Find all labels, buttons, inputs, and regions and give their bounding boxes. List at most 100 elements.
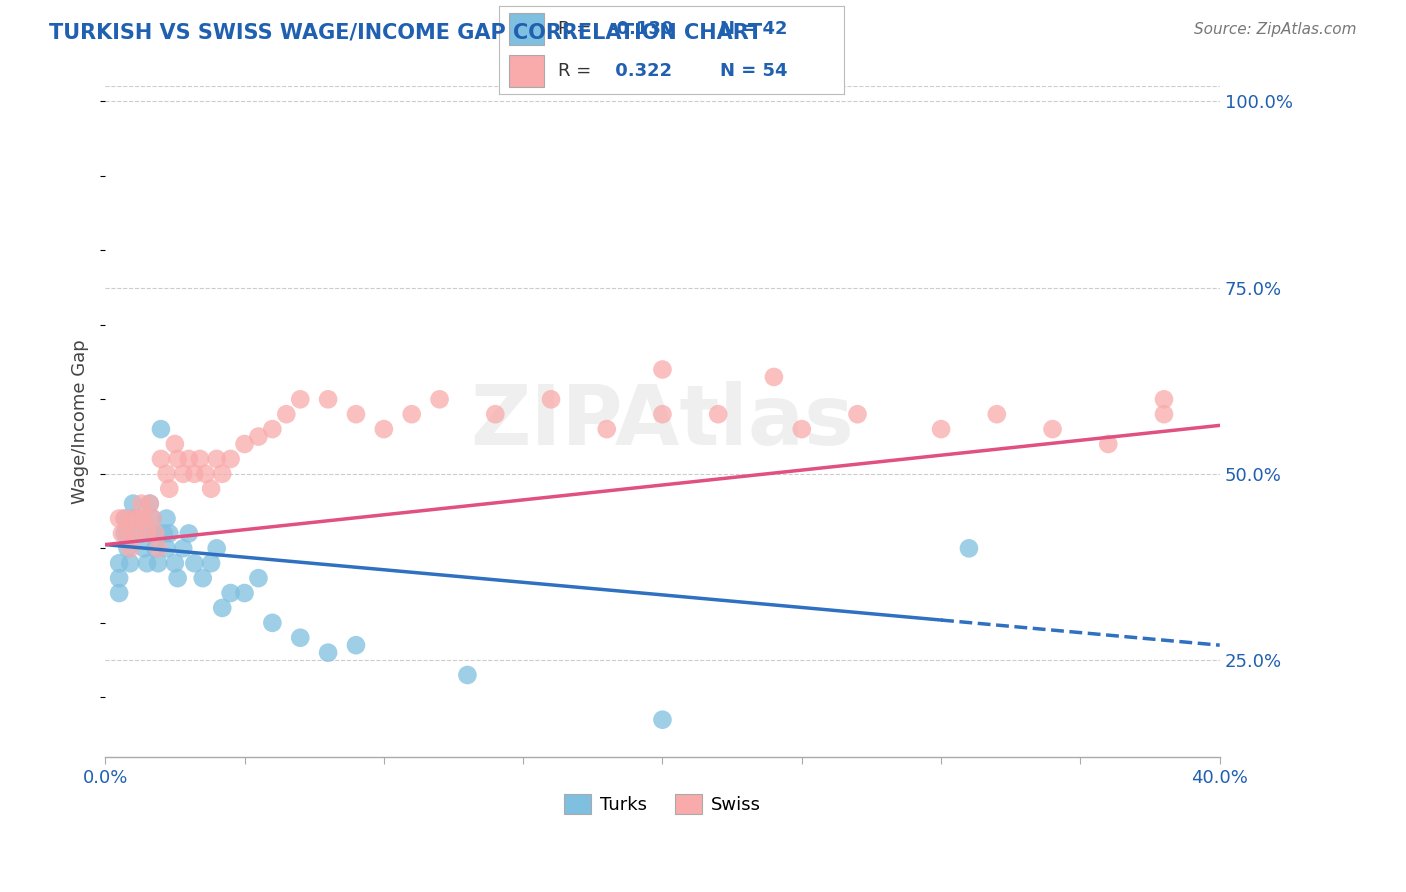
Point xyxy=(233,437,256,451)
Point xyxy=(929,422,952,436)
Legend: Turks, Swiss: Turks, Swiss xyxy=(557,787,768,822)
Point xyxy=(540,392,562,407)
Point xyxy=(108,571,131,585)
Point xyxy=(762,370,785,384)
Point xyxy=(211,601,233,615)
Point xyxy=(205,451,228,466)
Point xyxy=(276,407,298,421)
Point xyxy=(136,526,159,541)
Point xyxy=(211,467,233,481)
Point xyxy=(166,571,188,585)
Text: N = 54: N = 54 xyxy=(720,62,787,80)
Point xyxy=(145,541,167,556)
Point xyxy=(149,451,172,466)
Point xyxy=(290,392,312,407)
Point xyxy=(200,556,222,570)
Point xyxy=(155,511,177,525)
Point xyxy=(790,422,813,436)
Point xyxy=(166,451,188,466)
Point xyxy=(146,556,169,570)
Point xyxy=(155,467,177,481)
Text: N = 42: N = 42 xyxy=(720,20,787,38)
Point xyxy=(183,556,205,570)
Text: TURKISH VS SWISS WAGE/INCOME GAP CORRELATION CHART: TURKISH VS SWISS WAGE/INCOME GAP CORRELA… xyxy=(49,22,762,42)
Point xyxy=(146,541,169,556)
Point xyxy=(188,451,211,466)
Point xyxy=(122,511,145,525)
Text: R =: R = xyxy=(558,20,596,38)
Text: Source: ZipAtlas.com: Source: ZipAtlas.com xyxy=(1194,22,1357,37)
Point xyxy=(108,511,131,525)
Point xyxy=(131,497,153,511)
Point xyxy=(247,429,270,443)
Text: -0.130: -0.130 xyxy=(609,20,673,38)
Point xyxy=(1097,437,1119,451)
Point xyxy=(986,407,1008,421)
Point xyxy=(373,422,395,436)
FancyBboxPatch shape xyxy=(509,13,544,45)
Point xyxy=(651,407,673,421)
Point xyxy=(401,407,423,421)
Point xyxy=(114,511,136,525)
Point xyxy=(262,615,284,630)
Point xyxy=(120,541,142,556)
Point xyxy=(157,526,180,541)
Point xyxy=(145,526,167,541)
Point xyxy=(122,497,145,511)
Point xyxy=(108,586,131,600)
Point xyxy=(128,511,150,525)
Point xyxy=(1042,422,1064,436)
Point xyxy=(145,526,167,541)
Point xyxy=(122,511,145,525)
Point xyxy=(172,541,194,556)
Point xyxy=(846,407,869,421)
Point xyxy=(157,482,180,496)
Point xyxy=(233,586,256,600)
Point xyxy=(262,422,284,436)
Point xyxy=(134,541,156,556)
Point xyxy=(651,713,673,727)
Point xyxy=(316,646,339,660)
Point xyxy=(163,437,186,451)
Point xyxy=(484,407,506,421)
Point xyxy=(344,638,367,652)
Point xyxy=(194,467,217,481)
Point xyxy=(172,467,194,481)
Point xyxy=(163,556,186,570)
Point xyxy=(142,511,165,525)
Point xyxy=(117,526,139,541)
Point xyxy=(290,631,312,645)
Point xyxy=(707,407,730,421)
Point xyxy=(219,586,242,600)
Point xyxy=(139,497,162,511)
Point xyxy=(117,541,139,556)
Point xyxy=(114,526,136,541)
Point xyxy=(114,511,136,525)
Point xyxy=(191,571,214,585)
Point xyxy=(155,541,177,556)
Text: ZIPAtlas: ZIPAtlas xyxy=(471,381,855,462)
Point xyxy=(152,526,174,541)
Point xyxy=(142,511,165,525)
Point xyxy=(111,526,134,541)
Point xyxy=(139,497,162,511)
Point xyxy=(456,668,478,682)
Point xyxy=(429,392,451,407)
Point xyxy=(316,392,339,407)
Text: R =: R = xyxy=(558,62,596,80)
Y-axis label: Wage/Income Gap: Wage/Income Gap xyxy=(72,339,89,504)
FancyBboxPatch shape xyxy=(509,55,544,87)
Point xyxy=(247,571,270,585)
Point xyxy=(134,511,156,525)
Point xyxy=(1153,392,1175,407)
Point xyxy=(177,526,200,541)
Point xyxy=(344,407,367,421)
Point xyxy=(128,511,150,525)
Point xyxy=(131,526,153,541)
Point xyxy=(125,526,148,541)
Point xyxy=(177,451,200,466)
Point xyxy=(596,422,619,436)
Point xyxy=(219,451,242,466)
Point xyxy=(957,541,980,556)
Point xyxy=(149,422,172,436)
